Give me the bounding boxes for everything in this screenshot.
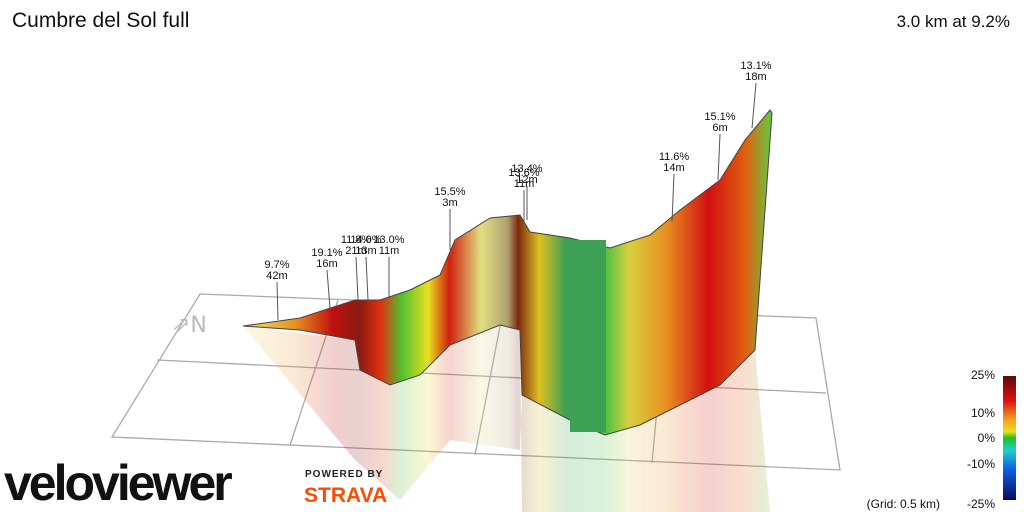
leader-line bbox=[751, 82, 757, 129]
grid-note: (Grid: 0.5 km) bbox=[867, 497, 940, 511]
grade-label: 13.4% bbox=[511, 163, 542, 175]
grade-label: 11.8% bbox=[341, 234, 372, 246]
title: Cumbre del Sol full bbox=[12, 9, 189, 32]
grade-label: 13.6% bbox=[508, 167, 539, 179]
legend-label: 10% bbox=[971, 406, 995, 420]
grade-label: 14.0% bbox=[350, 234, 381, 246]
leader-line bbox=[717, 133, 721, 181]
length-label: 42m bbox=[266, 270, 287, 282]
legend-label: 25% bbox=[971, 368, 995, 382]
grade-label: 15.1% bbox=[704, 111, 735, 123]
leader-line bbox=[365, 256, 369, 301]
length-label: 11m bbox=[514, 178, 535, 190]
grade-label: 15.5% bbox=[434, 186, 465, 198]
svg-text:⇗N: ⇗N bbox=[172, 313, 207, 338]
legend: 25% 10% 0% -10% (Grid: 0.5 km) -25% bbox=[867, 368, 1016, 511]
grade-label: 13.0% bbox=[373, 234, 404, 246]
grade-label: 13.1% bbox=[740, 60, 771, 72]
legend-label: -10% bbox=[967, 457, 995, 471]
leader-line bbox=[326, 269, 331, 309]
branding: veloviewer POWERED BY STRAVA bbox=[4, 455, 387, 511]
reflection bbox=[243, 325, 770, 512]
leader-line bbox=[276, 281, 279, 321]
elevation-ribbon bbox=[242, 109, 773, 436]
grade-label: 9.7% bbox=[264, 259, 289, 271]
grade-label: 19.1% bbox=[311, 247, 342, 259]
logo: veloviewer bbox=[4, 455, 232, 511]
length-label: 16m bbox=[316, 258, 337, 270]
strava: STRAVA bbox=[304, 484, 387, 507]
grade-label: 11.6% bbox=[659, 151, 690, 163]
length-label: 21m bbox=[345, 245, 366, 257]
length-label: 13m bbox=[355, 245, 376, 257]
summary: 3.0 km at 9.2% bbox=[897, 12, 1010, 31]
powered-by: POWERED BY bbox=[305, 469, 383, 480]
length-label: 6m bbox=[712, 122, 727, 134]
length-label: 11m bbox=[379, 245, 400, 257]
annotations: 9.7%42m19.1%16m11.8%21m14.0%13m13.0%11m1… bbox=[264, 60, 772, 321]
length-label: 14m bbox=[663, 162, 684, 174]
length-label: 18m bbox=[745, 71, 766, 83]
length-label: 3m bbox=[442, 197, 457, 209]
legend-label: -25% bbox=[967, 497, 995, 511]
leader-line bbox=[355, 256, 359, 301]
leader-line bbox=[671, 173, 675, 223]
length-label: 12m bbox=[516, 174, 537, 186]
legend-label: 0% bbox=[978, 431, 996, 445]
